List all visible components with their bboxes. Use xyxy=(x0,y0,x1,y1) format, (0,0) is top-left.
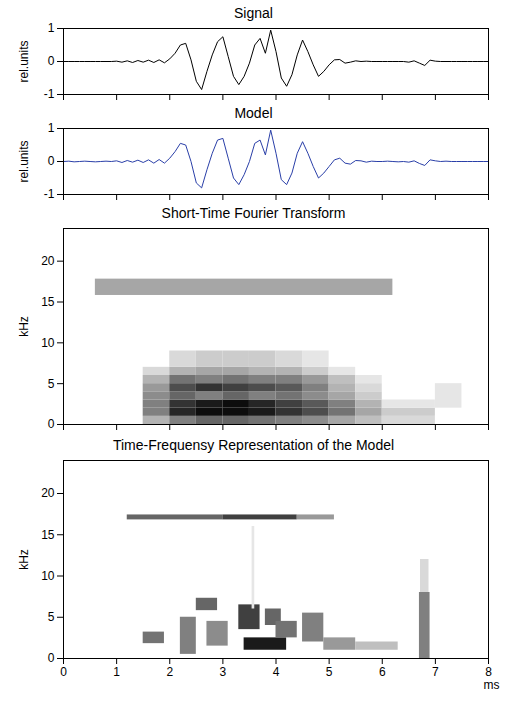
svg-text:15: 15 xyxy=(41,528,55,542)
svg-text:kHz: kHz xyxy=(17,549,31,570)
svg-text:3: 3 xyxy=(220,665,227,679)
svg-text:5: 5 xyxy=(48,377,55,391)
svg-text:kHz: kHz xyxy=(17,316,31,337)
svg-text:8: 8 xyxy=(485,665,492,679)
svg-text:20: 20 xyxy=(41,254,55,268)
svg-text:rel.units: rel.units xyxy=(17,40,31,82)
svg-text:2: 2 xyxy=(166,665,173,679)
svg-text:0: 0 xyxy=(60,665,67,679)
svg-text:7: 7 xyxy=(432,665,439,679)
svg-text:20: 20 xyxy=(41,486,55,500)
svg-text:1: 1 xyxy=(48,22,55,35)
svg-text:1: 1 xyxy=(113,665,120,679)
html-text:Model: Model xyxy=(234,105,273,121)
html-text:Signal: Signal xyxy=(234,5,273,21)
svg-text:-1: -1 xyxy=(44,187,55,201)
svg-text:0: 0 xyxy=(48,651,55,665)
svg-text:10: 10 xyxy=(41,569,55,583)
html-text:Short-Time Fourier Transform: Short-Time Fourier Transform xyxy=(161,205,346,221)
svg-text:0: 0 xyxy=(48,417,55,431)
svg-text:4: 4 xyxy=(273,665,280,679)
svg-text:1: 1 xyxy=(48,122,55,135)
html-text:Time-Frequensy Representation: Time-Frequensy Representation of the Mod… xyxy=(112,437,395,453)
svg-text:0: 0 xyxy=(48,54,55,68)
svg-text:5: 5 xyxy=(326,665,333,679)
svg-text:ms: ms xyxy=(484,678,500,692)
svg-text:15: 15 xyxy=(41,295,55,309)
svg-text:0: 0 xyxy=(48,154,55,168)
svg-text:-1: -1 xyxy=(44,87,55,101)
svg-text:6: 6 xyxy=(379,665,386,679)
svg-text:rel.units: rel.units xyxy=(17,140,31,182)
svg-text:10: 10 xyxy=(41,336,55,350)
svg-text:5: 5 xyxy=(48,610,55,624)
